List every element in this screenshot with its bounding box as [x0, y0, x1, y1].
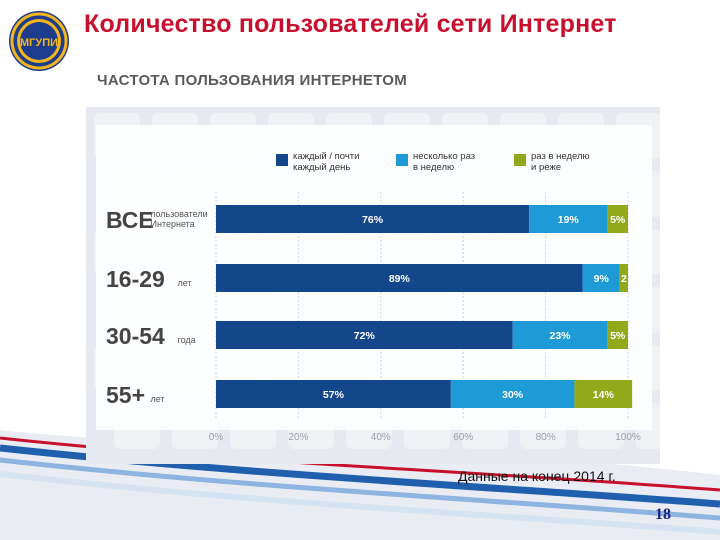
university-logo: МГУПИ: [9, 11, 69, 71]
category-label: 55+: [106, 382, 145, 408]
legend-label: каждый / почти: [293, 151, 359, 162]
x-tick-label: 0%: [209, 432, 224, 443]
bar-value-label: 14%: [593, 389, 615, 401]
category-sublabel: Интернета: [151, 219, 195, 229]
bar-segment: [216, 321, 513, 349]
bar-segment: [216, 264, 583, 292]
bar-value-label: 72%: [354, 330, 376, 342]
category-label: 30-54: [106, 323, 165, 349]
logo-text: МГУПИ: [20, 37, 58, 49]
bar-value-label: 23%: [550, 330, 572, 342]
x-tick-label: 40%: [371, 432, 391, 443]
x-tick-label: 80%: [536, 432, 556, 443]
x-tick-label: 20%: [288, 432, 308, 443]
bar-value-label: 5%: [610, 214, 626, 226]
bar-value-label: 5%: [610, 330, 626, 342]
legend-swatch: [276, 154, 288, 166]
legend-swatch: [396, 154, 408, 166]
bar-value-label: 19%: [558, 214, 580, 226]
category-label: ВСЕ: [106, 207, 154, 233]
bar-segment: [216, 205, 530, 233]
bar-segment: [607, 321, 628, 349]
legend-label: каждый день: [293, 162, 350, 173]
legend-label: в неделю: [413, 162, 454, 173]
page-number: 18: [655, 506, 671, 523]
bar-value-label: 57%: [323, 389, 345, 401]
x-tick-label: 60%: [453, 432, 473, 443]
chart-subtitle: ЧАСТОТА ПОЛЬЗОВАНИЯ ИНТЕРНЕТОМ: [97, 72, 408, 89]
category-sublabel: пользователи: [151, 209, 208, 219]
category-label: 16-29: [106, 266, 165, 292]
category-sublabel: лет: [178, 278, 192, 288]
bar-segment: [607, 205, 628, 233]
bar-segment: [216, 380, 451, 408]
bar-segment: [582, 264, 620, 292]
data-footnote: Данные на конец 2014 г.: [458, 468, 616, 484]
bar-value-label: 89%: [389, 273, 411, 285]
category-sublabel: года: [178, 335, 196, 345]
legend-label: и реже: [531, 162, 561, 173]
x-tick-label: 100%: [615, 432, 641, 443]
slide-title: Количество пользователей сети Интернет: [84, 10, 617, 38]
bar-segment: [512, 321, 608, 349]
bar-value-label: 30%: [502, 389, 524, 401]
bar-segment: [574, 380, 633, 408]
legend-label: раз в неделю: [531, 151, 590, 162]
bar-value-label: 76%: [362, 214, 384, 226]
bar-segment: [529, 205, 608, 233]
category-sublabel: лет: [151, 394, 165, 404]
bar-segment: [619, 264, 628, 292]
legend-swatch: [514, 154, 526, 166]
bar-segment: [450, 380, 575, 408]
bar-value-label: 2: [621, 273, 627, 285]
bar-value-label: 9%: [594, 273, 610, 285]
legend-label: несколько раз: [413, 151, 475, 162]
